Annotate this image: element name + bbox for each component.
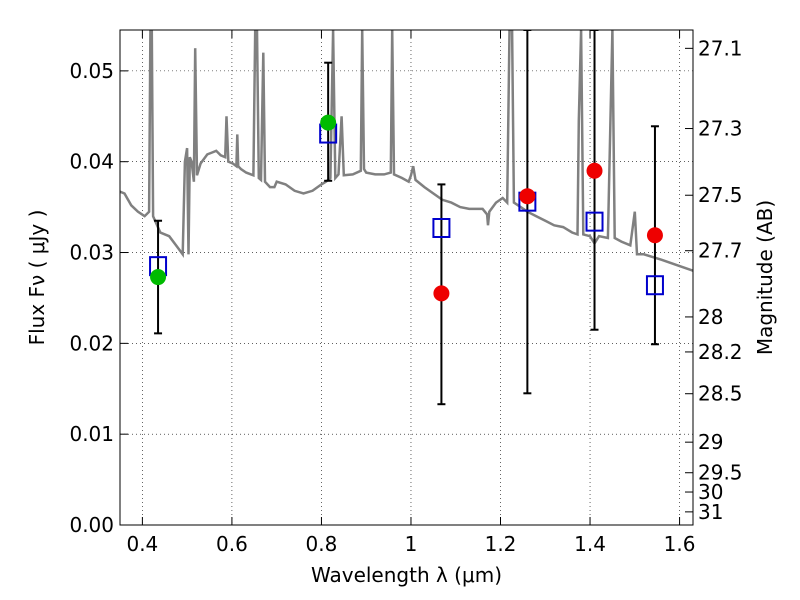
observed-flux-point xyxy=(519,188,536,205)
magnitude-tick-label: 29 xyxy=(698,430,723,454)
magnitude-tick-label: 27.1 xyxy=(698,36,743,60)
y-tick-label: 0.03 xyxy=(69,241,114,265)
grid-lines xyxy=(120,30,693,526)
y-tick-label: 0.02 xyxy=(69,331,114,355)
observed-flux-point xyxy=(150,269,167,286)
model-square-marker xyxy=(585,211,604,232)
y-tick-label: 0.04 xyxy=(69,150,114,174)
x-tick-label: 0.6 xyxy=(216,532,248,556)
magnitude-tick-label: 28.5 xyxy=(698,382,743,406)
plot-frame xyxy=(119,29,694,526)
x-axis-label: Wavelength λ (μm) xyxy=(311,563,502,587)
magnitude-tick-label: 28 xyxy=(698,305,723,329)
x-tick-label: 1.2 xyxy=(485,532,517,556)
observed-flux-point xyxy=(586,162,603,179)
y-tick-label: 0.00 xyxy=(69,513,114,537)
model-square-marker xyxy=(432,218,451,238)
magnitude-tick-label: 30 xyxy=(698,480,723,504)
x-tick-label: 0.4 xyxy=(126,532,158,556)
x-tick-label: 1.6 xyxy=(664,532,696,556)
observed-flux-point xyxy=(433,285,450,302)
observed-flux-point xyxy=(646,227,663,244)
magnitude-tick-label: 29.5 xyxy=(698,461,743,485)
y-tick-label: 0.01 xyxy=(69,422,114,446)
axis-ticks: 0.4 0.6 0.8 1 1.2 1.4 1.6 0.00 0.01 0.02 0.03 0.04 0… xyxy=(69,30,743,556)
error-bar xyxy=(590,30,599,331)
model-square-marker xyxy=(645,275,664,296)
x-tick-label: 1 xyxy=(405,532,418,556)
x-tick-label: 1.4 xyxy=(574,532,606,556)
data-markers xyxy=(149,114,664,302)
magnitude-tick-label: 31 xyxy=(698,500,723,524)
magnitude-axis-label: Magnitude (AB) xyxy=(753,200,777,355)
x-tick-label: 0.8 xyxy=(306,532,338,556)
magnitude-tick-label: 27.3 xyxy=(698,117,743,141)
y-tick-label: 0.05 xyxy=(69,59,114,83)
magnitude-tick-label: 28.2 xyxy=(698,340,743,364)
magnitude-tick-label: 27.5 xyxy=(698,183,743,207)
y-axis-label: Flux Fν ( μJy ) xyxy=(25,210,49,346)
observed-flux-point xyxy=(320,114,337,131)
model-spectrum-line xyxy=(120,30,693,272)
magnitude-tick-label: 27.7 xyxy=(698,239,743,263)
